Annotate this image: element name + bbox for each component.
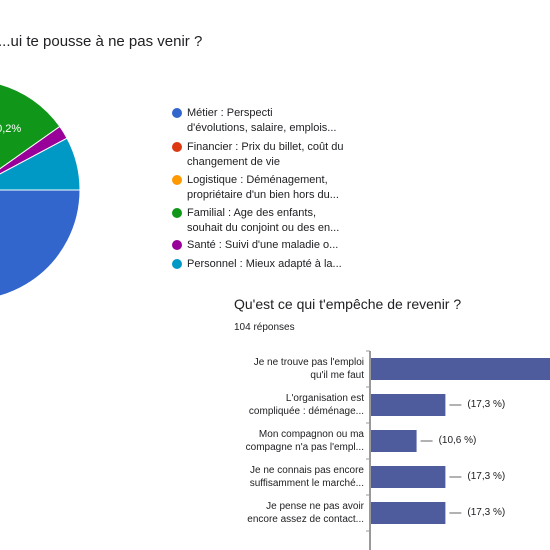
legend-swatch <box>172 240 182 250</box>
legend-label: Familial : Age des enfants, souhait du co… <box>187 206 365 236</box>
pie-chart: 20,2% <box>0 83 81 297</box>
pie-data-label: 20,2% <box>0 123 21 135</box>
bar-3 <box>371 466 446 488</box>
bar-value-label: (10,6 %) <box>438 435 477 446</box>
bar-category-label-line: Je ne connais pas encore <box>250 465 364 476</box>
legend-label-line: propriétaire d'un bien hors du... <box>187 189 339 201</box>
bar-0 <box>371 358 550 380</box>
legend-label-line: Familial : Age des enfants, <box>187 207 317 219</box>
bar-value-label: (17,3 %) <box>467 471 506 482</box>
legend-label-line: Santé : Suivi d'une maladie o... <box>187 239 339 251</box>
bar-chart-title: Qu'est ce qui t'empêche de revenir ? <box>234 296 462 312</box>
legend-label-line: changement de vie <box>187 156 280 168</box>
legend-swatch <box>172 208 182 218</box>
bar-category-label-line: L'organisation est <box>285 393 364 404</box>
bar-category-label-line: qu'il me faut <box>310 370 364 381</box>
bar-category-label: Je ne trouve pas l'emploi qu'il me faut <box>224 356 364 382</box>
legend-label: Financier : Prix du billet, coût du chang… <box>187 140 365 170</box>
bar-category-label-line: compagne n'a pas l'empl... <box>245 442 364 453</box>
legend-label: Personnel : Mieux adapté à la... <box>187 257 365 272</box>
legend-swatch <box>172 259 182 269</box>
legend-label: Logistique : Déménagement, propriétaire d… <box>187 173 365 203</box>
bar-1 <box>371 394 446 416</box>
legend-label-line: Métier : Perspecti <box>187 107 273 119</box>
bar-category-label-line: Je pense ne pas avoir <box>266 501 364 512</box>
legend-label-line: souhait du conjoint ou des en... <box>187 222 340 234</box>
bar-2 <box>371 430 417 452</box>
bar-category-label: Mon compagnon ou ma compagne n'a pas l'em… <box>224 428 364 454</box>
response-count: 104 réponses <box>234 322 295 333</box>
bar-value-label: (17,3 %) <box>467 399 506 410</box>
bar-category-label-line: suffisamment le marché... <box>249 478 364 489</box>
legend-swatch <box>172 142 182 152</box>
bar-value-label: (17,3 %) <box>467 507 506 518</box>
bar-4 <box>371 502 446 524</box>
bar-category-label: Je pense ne pas avoir encore assez de con… <box>224 500 364 526</box>
bar-category-label-line: encore assez de contact... <box>247 514 364 525</box>
legend-label-line: Logistique : Déménagement, <box>187 174 328 186</box>
pie-slice-5 <box>0 137 81 191</box>
bar-category-label: L'organisation est compliquée : déménage.… <box>224 392 364 418</box>
bar-category-label-line: compliquée : déménage... <box>248 406 364 417</box>
bar-category-label: Je ne connais pas encore suffisamment le … <box>224 464 364 490</box>
legend-label-line: Personnel : Mieux adapté à la... <box>187 258 342 270</box>
legend-label-line: Financier : Prix du billet, coût du <box>187 141 344 153</box>
bar-category-label-line: Mon compagnon ou ma <box>258 429 364 440</box>
pie-slice-0 <box>0 189 81 297</box>
bar-category-label-line: Je ne trouve pas l'emploi <box>253 357 364 368</box>
legend-swatch <box>172 108 182 118</box>
legend-swatch <box>172 175 182 185</box>
pie-slice-3 <box>0 83 61 170</box>
legend-label: Santé : Suivi d'une maladie o... <box>187 238 365 253</box>
legend-label-line: d'évolutions, salaire, emplois... <box>187 122 337 134</box>
legend-label: Métier : Perspecti d'évolutions, salaire,… <box>187 106 365 136</box>
pie-chart-title: ...ui te pousse à ne pas venir ? <box>0 33 203 50</box>
